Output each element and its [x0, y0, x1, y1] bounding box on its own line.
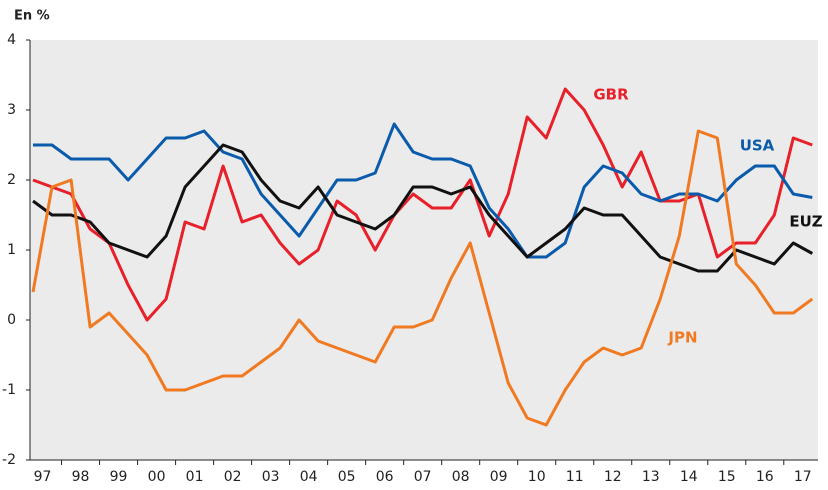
x-tick-label: 09 [490, 469, 508, 485]
y-tick-label: -2 [2, 452, 16, 468]
series-line [32, 87, 813, 322]
x-tick-label: 00 [148, 469, 166, 485]
x-tick-label: 07 [414, 469, 432, 485]
y-tick-label: 2 [7, 172, 16, 188]
x-tick-label: 10 [528, 469, 546, 485]
x-tick-label: 11 [566, 469, 584, 485]
x-tick-label: 13 [642, 469, 660, 485]
series-label: EUZ [789, 213, 822, 231]
series-line [33, 122, 813, 259]
x-tick-label: 05 [338, 469, 356, 485]
x-tick-label: 98 [72, 469, 90, 485]
x-tick-label: 99 [110, 469, 128, 485]
series-label: JPN [667, 329, 697, 347]
x-tick-label: 17 [794, 469, 812, 485]
plot-area [30, 40, 818, 460]
series-line [32, 143, 814, 273]
y-tick-label: 3 [7, 102, 16, 118]
y-tick-label: 1 [7, 242, 16, 258]
x-tick-label: 02 [224, 469, 242, 485]
series-label: USA [740, 137, 775, 155]
x-tick-label: 04 [300, 469, 318, 485]
x-tick-label: 16 [756, 469, 774, 485]
x-tick-label: 12 [604, 469, 622, 485]
x-tick-label: 03 [262, 469, 280, 485]
x-tick-label: 06 [376, 469, 394, 485]
y-axis-label: En % [14, 9, 50, 24]
x-tick-label: 08 [452, 469, 470, 485]
series-line [31, 129, 814, 427]
x-tick-label: 15 [718, 469, 736, 485]
x-tick-label: 01 [186, 469, 204, 485]
y-tick-label: 0 [7, 312, 16, 328]
series-label: GBR [593, 86, 629, 104]
x-tick-label: 14 [680, 469, 698, 485]
y-tick-label: 4 [7, 32, 16, 48]
y-tick-label: -1 [2, 382, 16, 398]
x-tick-label: 97 [34, 469, 52, 485]
